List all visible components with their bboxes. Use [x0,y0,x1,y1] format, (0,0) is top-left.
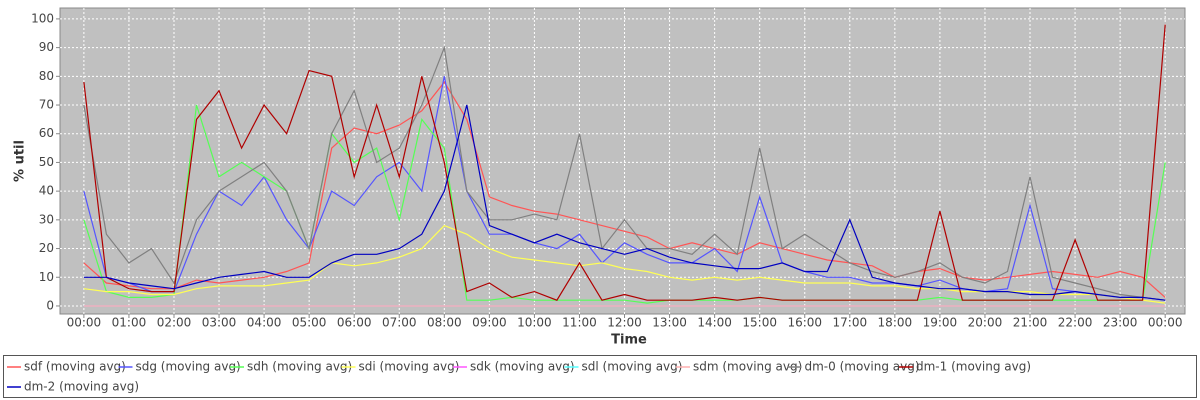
legend-label: sdh (moving avg) [247,360,352,374]
x-tick-label: 16:00 [787,316,822,330]
legend-label: dm-0 (moving avg) [805,360,920,374]
y-tick-label: 80 [39,69,54,83]
series-line [83,45,1166,301]
x-tick-label: 22:00 [1058,316,1093,330]
x-tick-label: 09:00 [472,316,507,330]
y-tick-label: 70 [39,98,54,112]
x-tick-label: 17:00 [833,316,868,330]
x-tick-label: 21:00 [1013,316,1048,330]
y-tick-label: 90 [39,40,54,54]
y-tick-label: 20 [39,241,54,255]
x-tick-label: 15:00 [742,316,777,330]
legend-label: dm-2 (moving avg) [24,380,139,394]
legend-label: dm-1 (moving avg) [916,360,1031,374]
y-tick-label: 10 [39,270,54,284]
legend [3,355,1197,398]
x-tick-label: 19:00 [923,316,958,330]
legend-label: sdg (moving avg) [136,360,241,374]
y-tick-label: 100 [31,11,54,25]
x-tick-label: 06:00 [337,316,372,330]
y-tick-label: 50 [39,155,54,169]
y-tick-label: 60 [39,126,54,140]
y-tick-label: 40 [39,184,54,198]
legend-label: sdf (moving avg) [24,360,126,374]
plot-area [59,7,1186,315]
y-tick-label: 30 [39,212,54,226]
x-tick-label: 20:00 [968,316,1003,330]
series-line [83,104,1166,301]
legend-label: sdi (moving avg) [359,360,460,374]
x-tick-label: 03:00 [202,316,237,330]
legend-label: sdm (moving avg) [693,360,802,374]
x-tick-label: 00:00 [67,316,102,330]
y-axis-label: % util [13,140,28,182]
x-tick-label: 18:00 [878,316,913,330]
x-tick-label: 02:00 [157,316,192,330]
legend-label: sdk (moving avg) [470,360,575,374]
x-tick-label: 01:00 [112,316,147,330]
x-tick-label: 05:00 [292,316,327,330]
y-tick-label: 0 [46,298,54,312]
x-tick-label: 14:00 [697,316,732,330]
series-line [83,24,1166,301]
x-axis-label: Time [611,333,647,348]
x-tick-label: 11:00 [562,316,597,330]
x-tick-label: 12:00 [607,316,642,330]
legend-label: sdl (moving avg) [582,360,683,374]
series-line [83,81,1166,298]
x-tick-label: 04:00 [247,316,282,330]
x-tick-label: 13:00 [652,316,687,330]
x-tick-label: 10:00 [517,316,552,330]
x-tick-label: 07:00 [382,316,417,330]
x-tick-label: 23:00 [1103,316,1138,330]
x-tick-label: 08:00 [427,316,462,330]
x-tick-label: 00:00 [1148,316,1183,330]
